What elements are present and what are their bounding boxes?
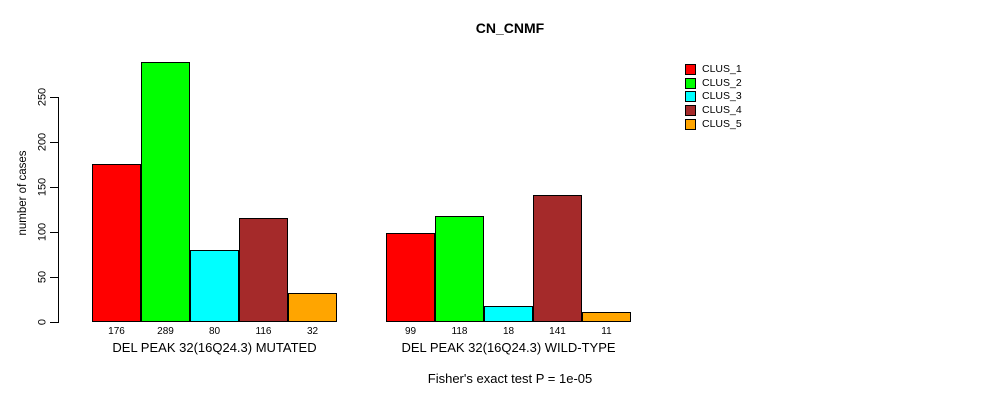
y-tick-label: 0 (36, 318, 49, 326)
y-tick-label: 150 (36, 177, 49, 197)
y-tick-mark (50, 232, 58, 233)
y-tick-mark (50, 277, 58, 278)
bar-value-label: 118 (451, 326, 468, 337)
legend-swatch-clus_4 (685, 105, 696, 117)
legend-label: CLUS_3 (702, 90, 742, 103)
legend-swatch-clus_3 (685, 91, 696, 103)
chart-title: CN_CNMF (475, 20, 545, 36)
bar-clus_2-group1 (141, 62, 190, 322)
y-axis-line (58, 97, 59, 323)
legend-row-clus_1: CLUS_1 (685, 63, 742, 77)
y-axis-title: number of cases (17, 150, 29, 236)
legend-label: CLUS_4 (702, 104, 742, 117)
bar-value-label: 80 (208, 326, 221, 337)
bar-clus_3-group1 (190, 250, 239, 322)
bar-clus_3-group2 (484, 306, 533, 322)
annotation-text: Fisher's exact test P = 1e-05 (427, 371, 593, 386)
legend-row-clus_5: CLUS_5 (685, 117, 742, 131)
bar-value-label: 289 (157, 326, 174, 337)
bar-clus_2-group2 (435, 216, 484, 322)
bar-clus_1-group2 (386, 233, 435, 322)
legend-swatch-clus_2 (685, 77, 696, 89)
bar-value-label: 116 (255, 326, 272, 337)
legend-label: CLUS_1 (702, 63, 742, 76)
bar-clus_4-group1 (239, 218, 288, 322)
legend-label: CLUS_2 (702, 76, 742, 89)
bar-value-label: 99 (404, 326, 417, 337)
y-tick-mark (50, 142, 58, 143)
legend: CLUS_1 CLUS_2 CLUS_3 CLUS_4 CLUS_5 (685, 63, 742, 131)
bar-value-label: 11 (601, 326, 612, 337)
y-tick-label: 250 (36, 87, 49, 107)
y-tick-label: 100 (36, 222, 49, 242)
y-tick-mark (50, 322, 58, 323)
bar-clus_5-group2 (582, 312, 631, 322)
legend-label: CLUS_5 (702, 117, 742, 130)
bar-clus_1-group1 (92, 164, 141, 322)
bar-clus_4-group2 (533, 195, 582, 322)
y-tick-label: 200 (36, 132, 49, 152)
bar-value-label: 32 (306, 326, 319, 337)
legend-swatch-clus_5 (685, 118, 696, 130)
bar-clus_5-group1 (288, 293, 337, 322)
legend-swatch-clus_1 (685, 64, 696, 76)
legend-row-clus_3: CLUS_3 (685, 90, 742, 104)
legend-row-clus_4: CLUS_4 (685, 104, 742, 118)
bar-value-label: 176 (108, 326, 125, 337)
legend-row-clus_2: CLUS_2 (685, 77, 742, 91)
bar-value-label: 18 (502, 326, 515, 337)
group-label: DEL PEAK 32(16Q24.3) WILD-TYPE (401, 340, 616, 355)
group-label: DEL PEAK 32(16Q24.3) MUTATED (112, 340, 317, 355)
bar-value-label: 141 (549, 326, 566, 337)
y-tick-mark (50, 97, 58, 98)
y-tick-mark (50, 187, 58, 188)
y-tick-label: 50 (36, 270, 49, 284)
